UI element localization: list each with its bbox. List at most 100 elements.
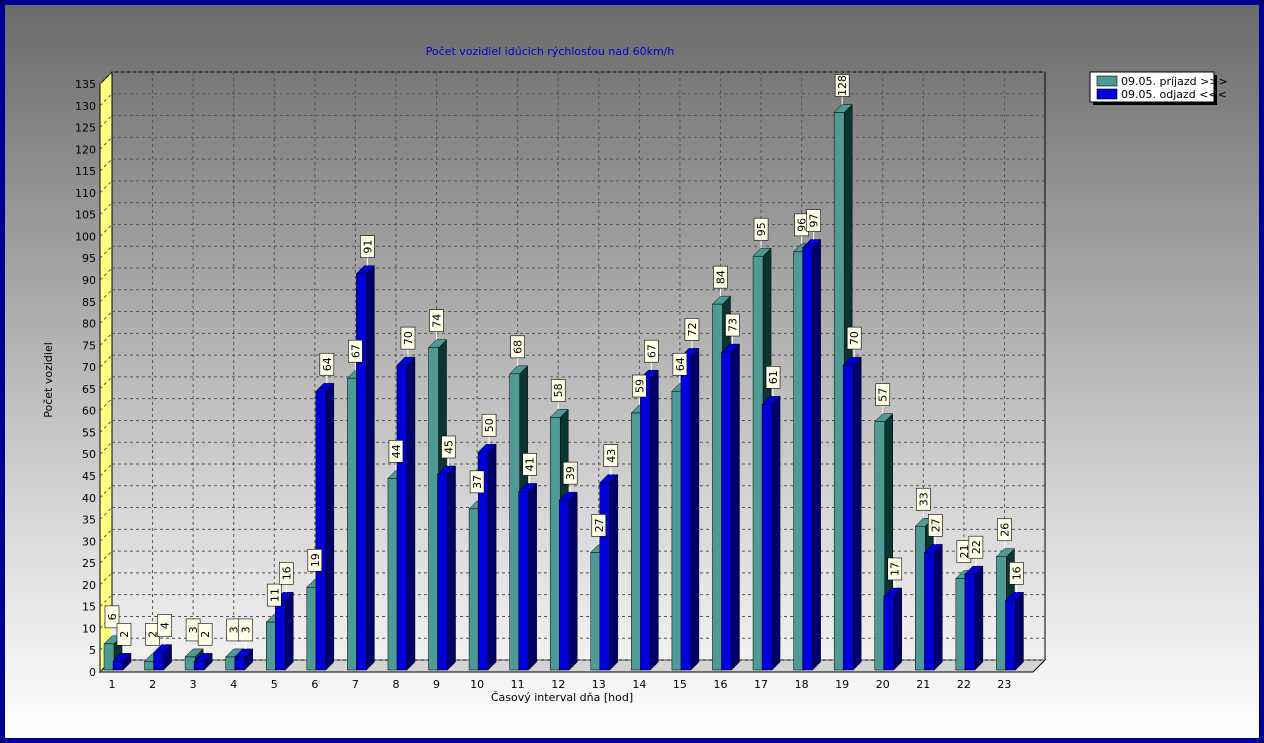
grid-line-side	[99, 463, 113, 477]
data-label-box	[562, 461, 578, 485]
y-tick-label: 70	[82, 361, 96, 374]
data-label-odjazd: 39	[562, 461, 578, 493]
bar-odjazd	[599, 474, 619, 671]
data-label-box	[875, 383, 891, 407]
y-tick-label: 5	[89, 644, 96, 657]
data-label-odjazd: 91	[360, 235, 375, 266]
data-label-odjazd: 3	[238, 618, 253, 649]
grid-line-side	[99, 115, 113, 128]
data-label-odjazd: 61	[765, 366, 781, 397]
bar-odjazd	[396, 356, 416, 671]
bar-front	[874, 421, 885, 671]
data-label-box	[510, 335, 525, 359]
y-tick-label: 55	[82, 426, 96, 439]
bar-odjazd	[436, 465, 457, 671]
data-label: 64	[321, 357, 334, 371]
x-tick-label: 13	[592, 678, 606, 691]
bar-front	[712, 303, 723, 671]
data-label: 128	[836, 75, 849, 96]
data-label-box	[968, 535, 984, 559]
data-label: 27	[593, 518, 606, 532]
data-label-prijazd: 58	[550, 379, 566, 410]
bar-front	[964, 573, 976, 671]
data-label: 37	[471, 475, 484, 489]
data-label: 97	[808, 214, 821, 228]
bar-side	[528, 482, 537, 671]
bar-side	[650, 369, 659, 671]
x-tick-label: 21	[916, 678, 930, 691]
x-tick-label: 10	[470, 678, 484, 691]
grid-line-side	[99, 376, 113, 390]
bar-side	[852, 356, 862, 671]
data-label: 72	[686, 322, 699, 336]
grid-line-side	[99, 398, 113, 412]
data-label-box	[319, 352, 335, 376]
grid-line-side	[99, 180, 113, 194]
grid-line-side	[99, 594, 113, 608]
bar-odjazd	[720, 343, 741, 671]
x-tick-label: 7	[352, 678, 359, 691]
bar-front	[153, 652, 164, 671]
bar-side	[447, 465, 456, 671]
grid-line-side	[99, 485, 113, 499]
data-label-odjazd: 22	[968, 535, 984, 567]
data-label-box	[632, 374, 647, 398]
x-tick-label: 19	[835, 678, 849, 691]
y-tick-label: 95	[82, 252, 96, 265]
legend-swatch	[1096, 88, 1118, 100]
data-label-box	[157, 614, 172, 637]
data-label: 68	[512, 340, 525, 354]
bar-odjazd	[1004, 591, 1025, 671]
bar-front	[793, 251, 804, 671]
bar-front	[590, 552, 602, 671]
bar-side	[1015, 591, 1024, 671]
bar-front	[468, 508, 480, 671]
x-tick-label: 14	[632, 678, 646, 691]
data-label-box	[550, 379, 566, 402]
data-label-box	[725, 313, 740, 337]
bar-front	[558, 499, 570, 671]
data-label: 2	[199, 631, 212, 638]
data-label-prijazd: 74	[429, 309, 444, 340]
bar-side	[285, 591, 294, 671]
grid-line-side	[99, 572, 113, 586]
bar-front	[996, 556, 1007, 671]
bar-odjazd	[193, 652, 213, 671]
bar-odjazd	[761, 395, 781, 671]
y-tick-label: 100	[75, 230, 96, 243]
data-label-box	[388, 440, 404, 463]
data-label: 11	[268, 588, 281, 602]
bar-front	[833, 112, 845, 671]
data-label-prijazd: 33	[916, 487, 931, 519]
bar-odjazd	[477, 443, 497, 671]
grid-line-side	[99, 158, 113, 172]
data-label-prijazd: 128	[834, 74, 850, 105]
data-label: 43	[605, 449, 618, 463]
data-label: 74	[431, 314, 444, 328]
data-label-prijazd: 11	[266, 583, 282, 615]
x-tick-label: 8	[392, 678, 399, 691]
data-label: 70	[848, 331, 861, 345]
bar-front	[883, 595, 894, 671]
data-label-box	[997, 518, 1012, 542]
data-label: 16	[1010, 566, 1023, 580]
bar-front	[103, 643, 115, 671]
data-label: 57	[877, 388, 890, 402]
bar-front	[671, 390, 683, 671]
data-label-prijazd: 27	[591, 514, 607, 545]
y-tick-label: 125	[75, 122, 96, 135]
data-label-prijazd: 59	[632, 374, 647, 406]
bar-front	[842, 364, 854, 671]
data-label-prijazd: 96	[794, 213, 809, 244]
data-label: 22	[970, 540, 983, 554]
data-label-box	[238, 618, 253, 642]
data-label-box	[307, 548, 323, 572]
data-label: 96	[796, 218, 809, 232]
data-label-prijazd: 19	[307, 548, 323, 580]
grid-line-side	[99, 550, 113, 564]
data-label-box	[197, 622, 213, 646]
data-label-odjazd: 64	[319, 352, 335, 384]
data-label: 67	[645, 344, 658, 358]
legend: 09.05. príjazd >>>09.05. odjazd <<<	[1089, 71, 1228, 105]
bar-front	[275, 600, 286, 671]
